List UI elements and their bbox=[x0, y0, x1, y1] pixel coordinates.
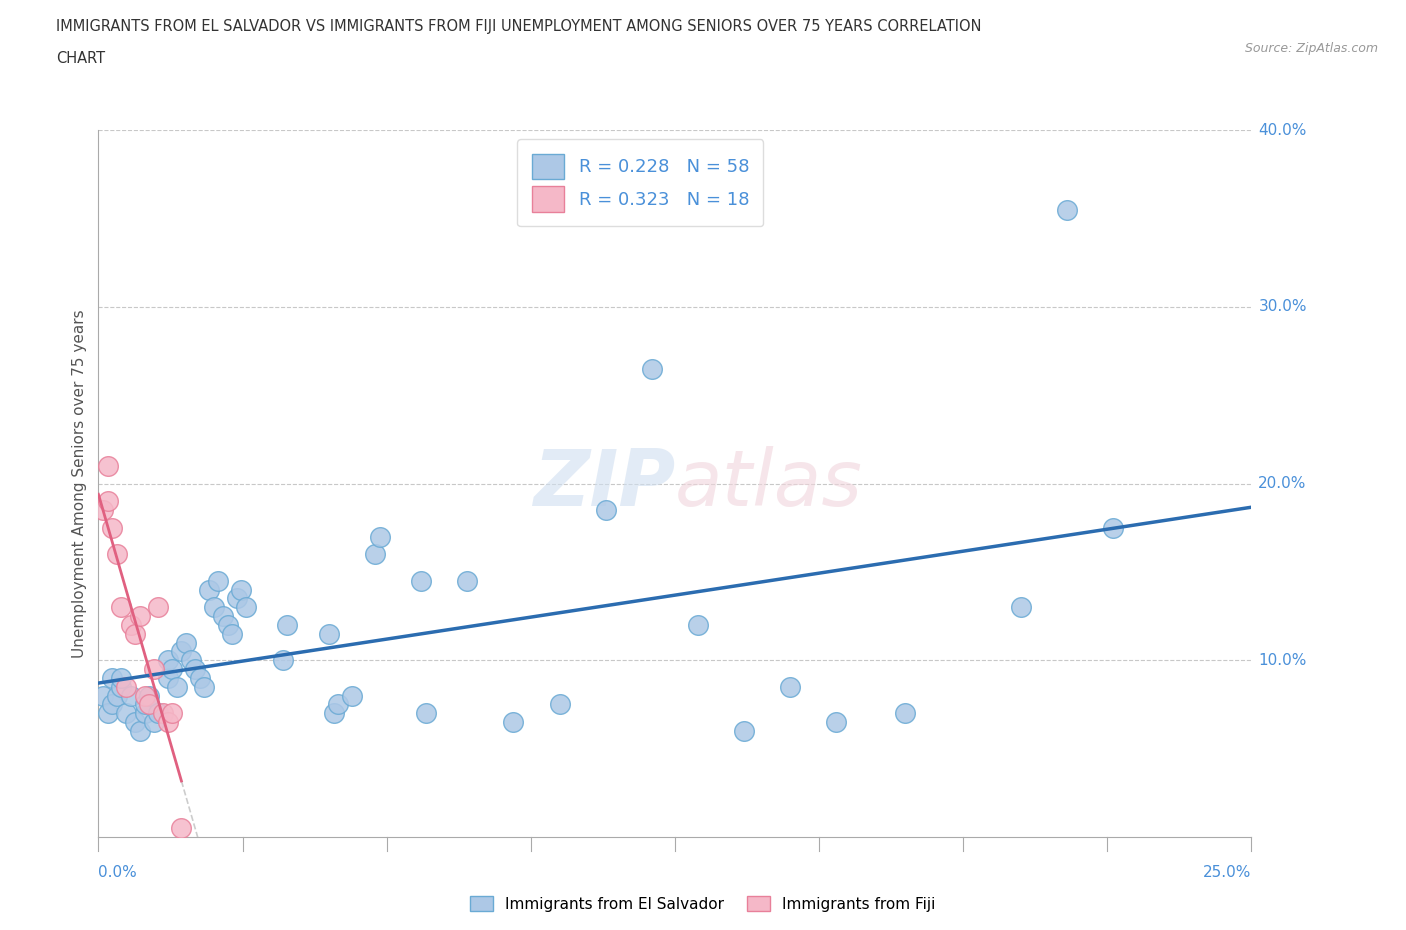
Point bbox=[221, 627, 243, 642]
Point bbox=[170, 821, 193, 836]
Point bbox=[156, 653, 179, 668]
Point bbox=[91, 502, 114, 517]
Point bbox=[142, 662, 165, 677]
Point bbox=[129, 724, 152, 738]
Point bbox=[115, 679, 138, 694]
Point bbox=[595, 502, 617, 517]
Point bbox=[129, 609, 152, 624]
Point bbox=[217, 618, 239, 632]
Point bbox=[212, 609, 235, 624]
Point bbox=[166, 679, 188, 694]
Point bbox=[779, 679, 801, 694]
Point bbox=[231, 582, 253, 597]
Point bbox=[174, 635, 197, 650]
Point bbox=[276, 618, 298, 632]
Point bbox=[156, 714, 179, 729]
Point bbox=[184, 662, 207, 677]
Text: 30.0%: 30.0% bbox=[1258, 299, 1306, 314]
Point bbox=[207, 573, 229, 589]
Point bbox=[1010, 600, 1032, 615]
Point bbox=[101, 521, 124, 536]
Point bbox=[340, 688, 363, 703]
Text: IMMIGRANTS FROM EL SALVADOR VS IMMIGRANTS FROM FIJI UNEMPLOYMENT AMONG SENIORS O: IMMIGRANTS FROM EL SALVADOR VS IMMIGRANT… bbox=[56, 19, 981, 33]
Point bbox=[124, 627, 146, 642]
Point bbox=[148, 600, 170, 615]
Point bbox=[225, 591, 247, 606]
Point bbox=[134, 706, 156, 721]
Point bbox=[180, 653, 202, 668]
Point bbox=[120, 618, 142, 632]
Legend: Immigrants from El Salvador, Immigrants from Fiji: Immigrants from El Salvador, Immigrants … bbox=[464, 889, 942, 918]
Point bbox=[894, 706, 917, 721]
Point bbox=[170, 644, 193, 658]
Point bbox=[202, 600, 225, 615]
Point bbox=[134, 698, 156, 712]
Point bbox=[193, 679, 215, 694]
Text: 20.0%: 20.0% bbox=[1258, 476, 1306, 491]
Point bbox=[411, 573, 433, 589]
Point bbox=[97, 458, 120, 473]
Point bbox=[105, 688, 128, 703]
Point bbox=[91, 688, 114, 703]
Point bbox=[152, 706, 174, 721]
Point bbox=[105, 547, 128, 562]
Point bbox=[322, 706, 344, 721]
Point bbox=[101, 698, 124, 712]
Point bbox=[271, 653, 294, 668]
Point bbox=[188, 671, 211, 685]
Point bbox=[235, 600, 257, 615]
Point bbox=[456, 573, 478, 589]
Point bbox=[156, 671, 179, 685]
Point bbox=[160, 662, 183, 677]
Point bbox=[686, 618, 709, 632]
Point bbox=[134, 688, 156, 703]
Point bbox=[110, 671, 132, 685]
Text: 25.0%: 25.0% bbox=[1204, 865, 1251, 880]
Point bbox=[142, 714, 165, 729]
Point bbox=[328, 698, 350, 712]
Point bbox=[138, 698, 160, 712]
Point bbox=[1102, 521, 1125, 536]
Point bbox=[368, 529, 391, 544]
Point bbox=[97, 494, 120, 509]
Point bbox=[101, 671, 124, 685]
Point bbox=[733, 724, 755, 738]
Point bbox=[160, 706, 183, 721]
Text: 40.0%: 40.0% bbox=[1258, 123, 1306, 138]
Point bbox=[825, 714, 848, 729]
Point bbox=[110, 600, 132, 615]
Point bbox=[138, 688, 160, 703]
Text: atlas: atlas bbox=[675, 445, 863, 522]
Point bbox=[1056, 203, 1078, 218]
Point bbox=[415, 706, 437, 721]
Y-axis label: Unemployment Among Seniors over 75 years: Unemployment Among Seniors over 75 years bbox=[72, 310, 87, 658]
Text: Source: ZipAtlas.com: Source: ZipAtlas.com bbox=[1244, 42, 1378, 55]
Point bbox=[148, 706, 170, 721]
Point bbox=[115, 706, 138, 721]
Point bbox=[120, 688, 142, 703]
Text: ZIP: ZIP bbox=[533, 445, 675, 522]
Point bbox=[502, 714, 524, 729]
Legend: R = 0.228   N = 58, R = 0.323   N = 18: R = 0.228 N = 58, R = 0.323 N = 18 bbox=[517, 140, 763, 226]
Point bbox=[124, 714, 146, 729]
Point bbox=[318, 627, 340, 642]
Point bbox=[198, 582, 221, 597]
Text: CHART: CHART bbox=[56, 51, 105, 66]
Point bbox=[97, 706, 120, 721]
Point bbox=[548, 698, 571, 712]
Text: 10.0%: 10.0% bbox=[1258, 653, 1306, 668]
Text: 0.0%: 0.0% bbox=[98, 865, 138, 880]
Point bbox=[641, 361, 664, 376]
Point bbox=[110, 679, 132, 694]
Point bbox=[364, 547, 387, 562]
